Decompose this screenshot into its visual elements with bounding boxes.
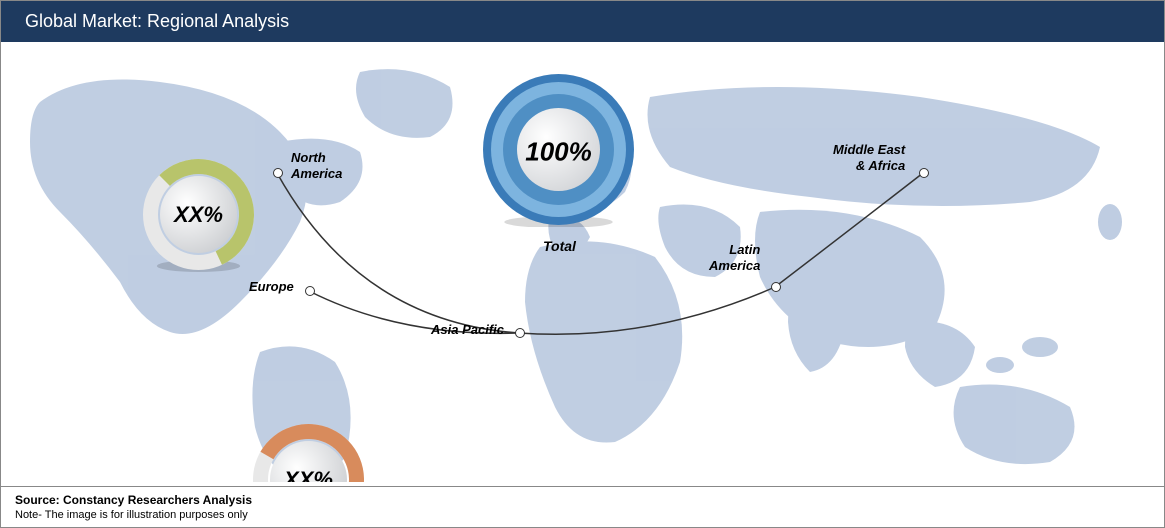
region-label: Asia Pacific [431,322,504,338]
map-container: 100% Total XX%NorthAmericaXX%EuropeXX%As… [1,42,1164,482]
connector-dot [919,168,929,178]
connector-dot [305,286,315,296]
region-donut: XX% [251,422,366,482]
footer-note: Note- The image is for illustration purp… [15,509,1150,521]
header-title: Global Market: Regional Analysis [25,11,289,31]
page-header: Global Market: Regional Analysis [1,1,1164,42]
connector-dot [515,328,525,338]
connector-dot [273,168,283,178]
total-label: Total [543,238,576,254]
region-label: NorthAmerica [291,150,342,181]
donut-value: XX% [174,202,223,228]
region-label: Middle East& Africa [833,142,905,173]
region-label: LatinAmerica [709,242,760,273]
footer-source: Source: Constancy Researchers Analysis [15,493,1150,507]
footer: Source: Constancy Researchers Analysis N… [1,486,1164,527]
connector-dot [771,282,781,292]
region-donut: XX% [141,157,256,272]
total-badge: 100% [481,72,636,232]
total-value: 100% [525,137,592,168]
donut-value: XX% [284,467,333,483]
region-label: Europe [249,279,294,295]
